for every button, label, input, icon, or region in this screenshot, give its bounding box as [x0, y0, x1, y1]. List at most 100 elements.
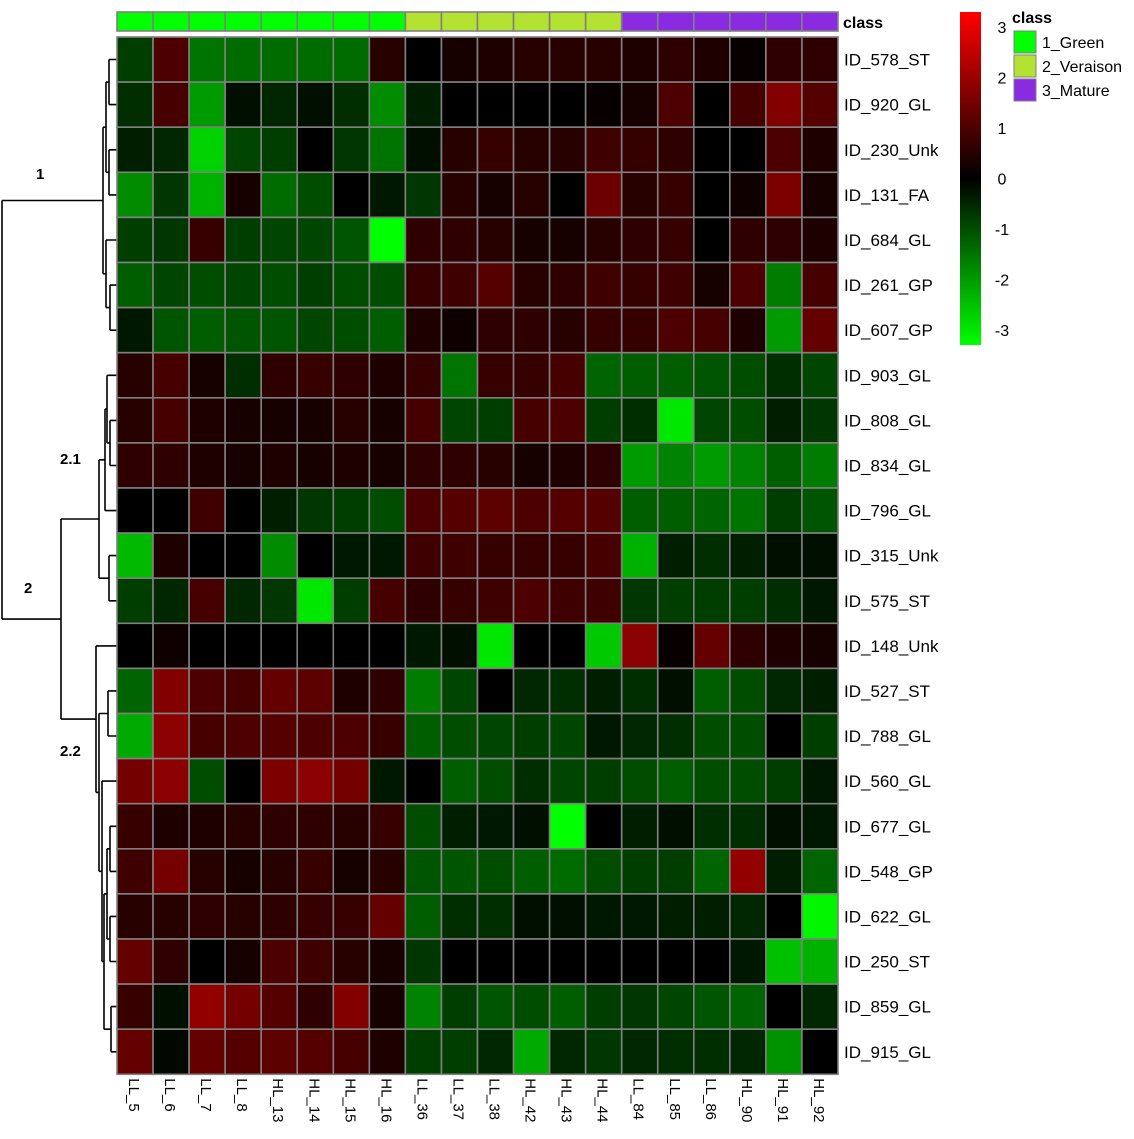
- heatmap-cell: [801, 351, 839, 399]
- heatmap-cell: [476, 216, 515, 264]
- heatmap-cell: [656, 396, 695, 444]
- row-label: ID_148_Unk: [844, 637, 939, 656]
- heatmap-cell: [512, 1028, 551, 1076]
- heatmap-cell: [296, 938, 335, 985]
- heatmap-cell: [188, 577, 226, 625]
- heatmap-cell: [440, 442, 479, 489]
- heatmap-cell: [476, 261, 515, 309]
- heatmap-cell: [404, 81, 443, 128]
- heatmap-cell: [116, 532, 154, 579]
- heatmap-cell: [801, 757, 839, 805]
- heatmap-cell: [188, 802, 226, 850]
- heatmap-cell: [260, 396, 299, 444]
- heatmap-cell: [584, 396, 623, 444]
- heatmap-cell: [656, 712, 695, 760]
- class-bar-cell: [404, 11, 443, 32]
- heatmap-cell: [765, 396, 803, 444]
- heatmap-cell: [765, 577, 803, 625]
- column-label: LL_38: [486, 1078, 503, 1120]
- heatmap-cell: [296, 36, 335, 83]
- heatmap-cell: [692, 667, 731, 715]
- heatmap-cell: [476, 622, 515, 670]
- heatmap-cell: [188, 171, 226, 219]
- row-label: ID_261_GP: [844, 276, 933, 295]
- heatmap-cell: [368, 81, 407, 128]
- heatmap-cell: [548, 442, 587, 489]
- heatmap-cell: [656, 983, 695, 1030]
- heatmap-cell: [620, 396, 659, 444]
- heatmap-cell: [440, 351, 479, 399]
- heatmap-cell: [440, 396, 479, 444]
- heatmap-cell: [224, 667, 262, 715]
- heatmap-cell: [801, 216, 839, 264]
- heatmap-cell: [116, 622, 154, 670]
- heatmap-cell: [765, 36, 803, 83]
- heatmap-cell: [224, 847, 262, 895]
- heatmap-cell: [332, 81, 371, 128]
- heatmap-cell: [729, 442, 767, 489]
- heatmap-cell: [476, 351, 515, 399]
- heatmap-cell: [548, 983, 587, 1030]
- heatmap-cell: [729, 306, 767, 354]
- heatmap-cell: [765, 802, 803, 850]
- heatmap-cell: [620, 757, 659, 805]
- row-label: ID_527_ST: [844, 682, 930, 701]
- heatmap-cell: [440, 1028, 479, 1076]
- heatmap-cell: [188, 442, 226, 489]
- class-bar-cell: [260, 11, 299, 32]
- heatmap-cell: [512, 126, 551, 174]
- heatmap-cell: [692, 1028, 731, 1076]
- heatmap-cell: [620, 847, 659, 895]
- heatmap-cell: [620, 351, 659, 399]
- class-bar-cell: [584, 11, 623, 32]
- heatmap-cell: [404, 802, 443, 850]
- heatmap-cell: [692, 171, 731, 219]
- heatmap-cell: [548, 577, 587, 625]
- heatmap-cell: [512, 487, 551, 534]
- column-label: HL_92: [810, 1078, 827, 1122]
- heatmap-cell: [224, 757, 262, 805]
- heatmap-cell: [260, 487, 299, 534]
- heatmap-cell: [548, 802, 587, 850]
- heatmap-cell: [656, 1028, 695, 1076]
- heatmap-cell: [620, 532, 659, 579]
- heatmap-cell: [224, 1028, 262, 1076]
- cluster-label-2: 2: [24, 580, 32, 597]
- color-scale-bar: [960, 12, 981, 345]
- heatmap-cell: [116, 216, 154, 264]
- heatmap-cell: [332, 36, 371, 83]
- heatmap-cell: [440, 983, 479, 1030]
- heatmap-cell: [765, 983, 803, 1030]
- heatmap-cell: [152, 81, 190, 128]
- heatmap-cell: [404, 983, 443, 1030]
- heatmap-cell: [548, 306, 587, 354]
- color-scale-tick: -2: [995, 272, 1009, 289]
- heatmap-cell: [332, 396, 371, 444]
- heatmap-cell: [368, 126, 407, 174]
- column-label: LL_8: [233, 1078, 250, 1111]
- heatmap-cell: [512, 442, 551, 489]
- column-label: LL_37: [450, 1078, 467, 1120]
- class-bar-cell: [152, 11, 190, 32]
- heatmap-cell: [656, 261, 695, 309]
- heatmap-cell: [476, 983, 515, 1030]
- heatmap-cell: [224, 487, 262, 534]
- heatmap-cell: [152, 938, 190, 985]
- heatmap-cell: [152, 667, 190, 715]
- heatmap-cell: [152, 126, 190, 174]
- heatmap-cell: [440, 487, 479, 534]
- heatmap-cell: [404, 938, 443, 985]
- heatmap-cell: [620, 802, 659, 850]
- heatmap-cell: [296, 532, 335, 579]
- heatmap-cell: [440, 306, 479, 354]
- heatmap-cell: [476, 577, 515, 625]
- heatmap-cell: [224, 351, 262, 399]
- heatmap-cell: [260, 1028, 299, 1076]
- heatmap-cell: [729, 216, 767, 264]
- heatmap-cell: [801, 261, 839, 309]
- heatmap-cell: [296, 893, 335, 940]
- heatmap-cell: [729, 81, 767, 128]
- heatmap-cell: [368, 351, 407, 399]
- color-scale-tick: 3: [998, 20, 1007, 37]
- heatmap-cell: [476, 802, 515, 850]
